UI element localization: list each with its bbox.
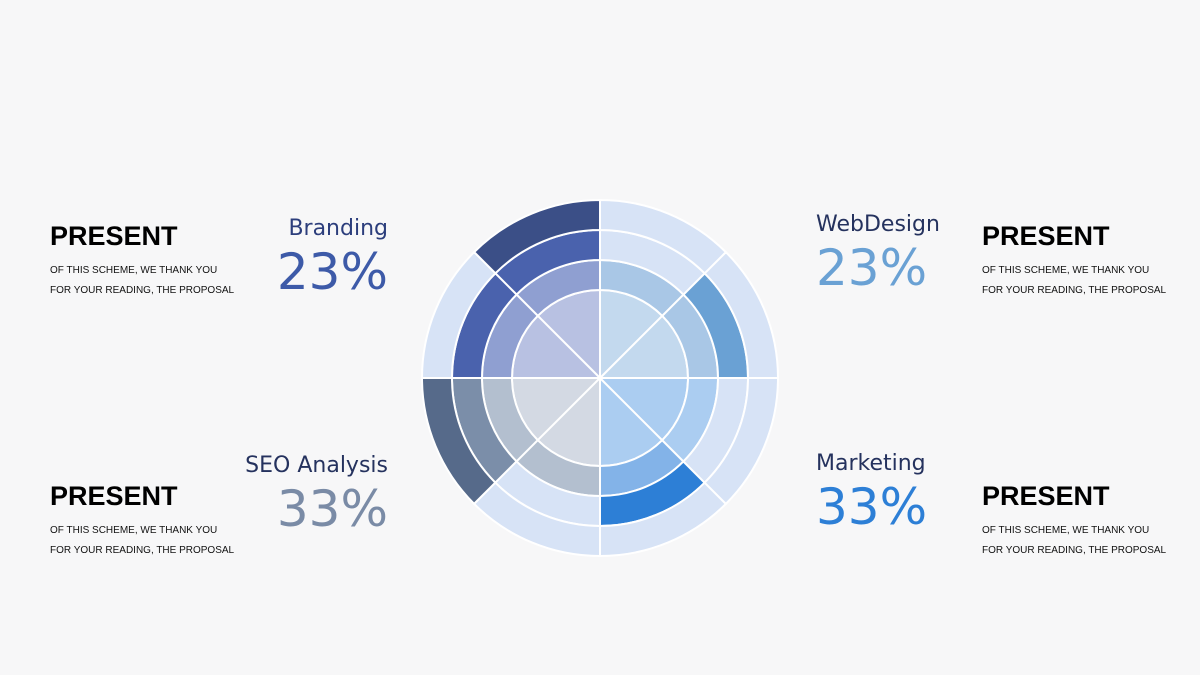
label: WebDesign [816,212,940,237]
text: FOR YOUR READING, THE PROPOSAL [50,545,235,556]
text: FOR YOUR READING, THE PROPOSAL [982,545,1167,556]
label: Branding [288,216,388,241]
text: OF THIS SCHEME, WE THANK YOU [50,265,218,276]
text: FOR YOUR READING, THE PROPOSAL [982,285,1167,296]
heading: PRESENT [50,481,178,511]
label: SEO Analysis [245,453,388,478]
text: OF THIS SCHEME, WE THANK YOU [982,525,1150,536]
text: FOR YOUR READING, THE PROPOSAL [50,285,235,296]
value: 33% [816,478,928,536]
wheel-segment [703,377,780,506]
heading: PRESENT [982,481,1110,511]
heading: PRESENT [50,221,178,251]
value: 23% [816,239,928,297]
label: Marketing [816,451,926,476]
text: OF THIS SCHEME, WE THANK YOU [50,525,218,536]
text: OF THIS SCHEME, WE THANK YOU [982,265,1150,276]
heading: PRESENT [982,221,1110,251]
value: 23% [276,243,388,301]
value: 33% [276,480,388,538]
